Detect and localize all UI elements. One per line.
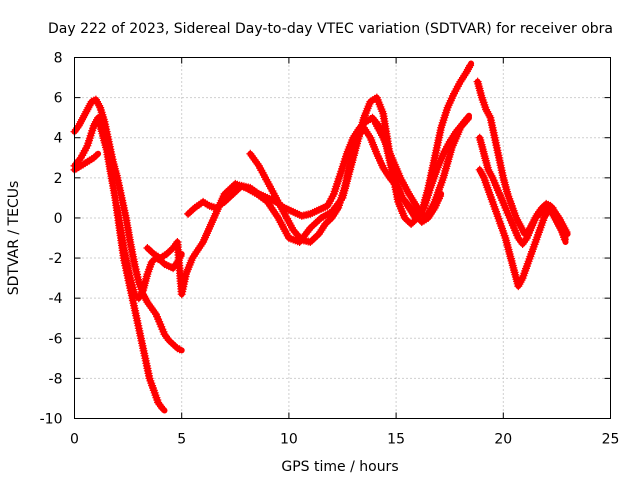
- data-point: [225, 184, 234, 193]
- x-tick-label: 5: [177, 432, 186, 448]
- data-point: [306, 224, 315, 232]
- data-point: [400, 195, 409, 204]
- data-point: [365, 131, 374, 140]
- data-point: [461, 117, 470, 126]
- grid-lines: [74, 57, 611, 419]
- y-tick-label: -8: [49, 371, 63, 387]
- data-point: [175, 345, 184, 354]
- y-tick-label: 6: [54, 91, 63, 107]
- data-point: [459, 119, 468, 128]
- x-tick-label: 10: [280, 432, 298, 448]
- y-tick-label: -6: [49, 331, 63, 347]
- y-tick-label: -10: [40, 412, 63, 428]
- data-point: [482, 105, 491, 114]
- data-point: [272, 211, 281, 220]
- data-point: [457, 75, 466, 84]
- data-point: [157, 402, 165, 411]
- series-track-8: [370, 114, 472, 222]
- data-point: [290, 228, 299, 236]
- data-point: [224, 186, 233, 195]
- y-tick-label: -4: [49, 291, 63, 307]
- data-point: [138, 288, 146, 297]
- data-point: [466, 61, 475, 70]
- data-point: [390, 179, 399, 188]
- data-point: [75, 155, 84, 164]
- data-point: [517, 276, 526, 285]
- data-point: [135, 292, 144, 301]
- series-track-5: [143, 60, 475, 299]
- data-point: [414, 213, 423, 222]
- data-point: [188, 254, 197, 263]
- data-point: [163, 334, 172, 343]
- data-point: [560, 232, 569, 240]
- y-tick-label: 2: [54, 171, 63, 187]
- data-point: [309, 220, 318, 229]
- x-tick-label: 20: [494, 432, 512, 448]
- data-point: [550, 213, 559, 222]
- data-point: [91, 151, 100, 160]
- data-point: [458, 121, 467, 130]
- x-tick-label: 15: [387, 432, 405, 448]
- y-tick-label: 4: [54, 131, 63, 147]
- data-point: [304, 226, 313, 234]
- data-point: [417, 207, 425, 216]
- y-tick-label: 8: [54, 51, 63, 67]
- data-series: [70, 60, 571, 414]
- data-point: [559, 230, 568, 238]
- data-point: [197, 240, 206, 248]
- data-point: [220, 189, 229, 198]
- data-point: [227, 183, 236, 192]
- data-point: [222, 188, 231, 197]
- data-point: [387, 175, 396, 184]
- data-point: [292, 230, 301, 238]
- data-point: [487, 171, 496, 180]
- chart-title: Day 222 of 2023, Sidereal Day-to-day VTE…: [48, 21, 613, 37]
- plot-frame: [74, 57, 611, 419]
- data-point: [308, 222, 317, 231]
- series-track-2: [70, 95, 185, 354]
- data-point: [485, 111, 494, 120]
- y-axis-label: SDTVAR / TECUs: [6, 181, 22, 296]
- x-axis-label: GPS time / hours: [281, 459, 398, 475]
- series-track-3: [70, 150, 102, 174]
- x-tick-label: 0: [70, 432, 79, 448]
- data-point: [95, 101, 104, 110]
- data-point: [521, 236, 530, 244]
- series-track-7: [246, 123, 445, 246]
- data-point: [294, 232, 303, 240]
- data-point: [465, 63, 473, 72]
- data-point: [401, 197, 410, 206]
- data-point: [253, 159, 262, 168]
- data-point: [158, 404, 167, 413]
- data-point: [313, 217, 322, 226]
- axis-ticks: 0 5 10 15 20 25 -10 -8 -6 -4 -2 0 2 4 6 8: [40, 51, 620, 448]
- data-point: [289, 226, 298, 234]
- data-point: [311, 219, 320, 227]
- data-point: [332, 205, 341, 214]
- data-point: [456, 123, 465, 132]
- series-track-11: [475, 165, 569, 291]
- y-tick-label: 0: [54, 211, 63, 227]
- data-point: [80, 111, 89, 120]
- data-point: [150, 308, 159, 317]
- data-point: [413, 203, 422, 212]
- y-tick-label: -2: [49, 251, 63, 267]
- data-point: [463, 115, 472, 124]
- data-point: [478, 171, 487, 180]
- x-tick-label: 25: [602, 432, 620, 448]
- data-point: [415, 205, 424, 214]
